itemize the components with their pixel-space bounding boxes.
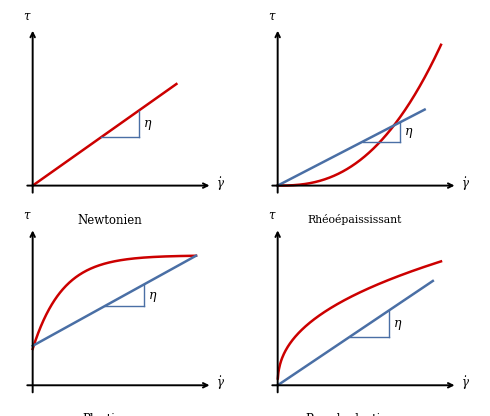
Text: Pseudoplastique: Pseudoplastique: [306, 414, 403, 416]
Text: Plastique: Plastique: [82, 414, 137, 416]
Text: η: η: [144, 117, 151, 130]
Text: τ: τ: [268, 9, 274, 22]
Text: τ: τ: [23, 209, 29, 222]
Text: Newtonien: Newtonien: [77, 214, 142, 227]
Text: γ̇: γ̇: [462, 376, 469, 389]
Text: η: η: [393, 317, 401, 330]
Text: γ̇: γ̇: [462, 176, 469, 190]
Text: γ̇: γ̇: [217, 376, 224, 389]
Text: Rhéoépaississant: Rhéoépaississant: [307, 214, 402, 225]
Text: τ: τ: [23, 9, 29, 22]
Text: γ̇: γ̇: [217, 176, 224, 190]
Text: η: η: [405, 126, 413, 139]
Text: τ: τ: [268, 209, 274, 222]
Text: η: η: [148, 289, 156, 302]
